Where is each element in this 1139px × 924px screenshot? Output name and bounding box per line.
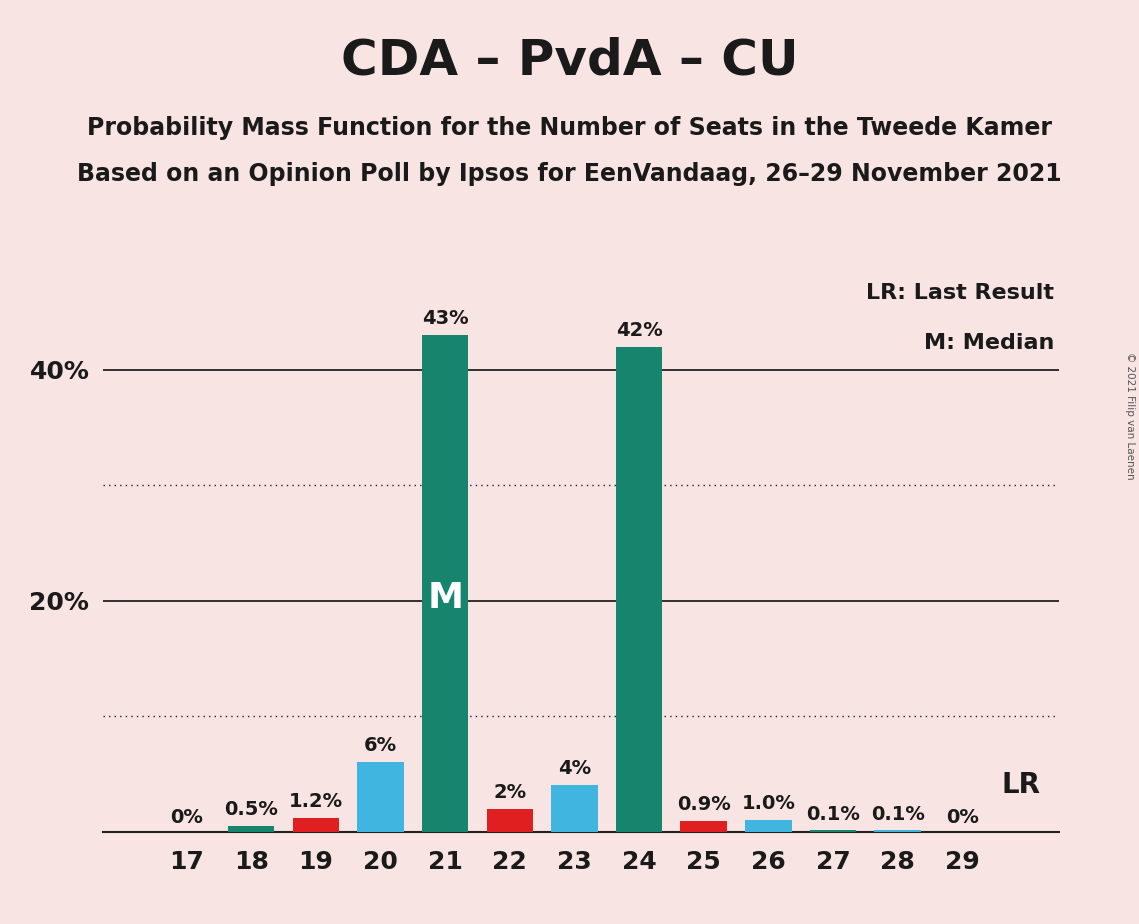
Bar	[680, 821, 727, 832]
Bar	[421, 335, 468, 832]
Text: 2%: 2%	[493, 783, 526, 801]
Text: M: M	[427, 581, 464, 615]
Text: LR: LR	[1001, 772, 1040, 799]
Bar	[293, 818, 339, 832]
Text: 0.9%: 0.9%	[677, 796, 730, 814]
Text: © 2021 Filip van Laenen: © 2021 Filip van Laenen	[1125, 352, 1134, 480]
Text: CDA – PvdA – CU: CDA – PvdA – CU	[341, 37, 798, 85]
Bar	[745, 821, 792, 832]
Bar	[228, 826, 274, 832]
Text: 1.0%: 1.0%	[741, 794, 795, 813]
Text: 0.1%: 0.1%	[870, 805, 925, 823]
Text: 4%: 4%	[558, 760, 591, 778]
Bar	[486, 808, 533, 832]
Text: LR: Last Result: LR: Last Result	[867, 283, 1055, 303]
Text: 0.5%: 0.5%	[224, 800, 278, 819]
Text: M: Median: M: Median	[924, 333, 1055, 353]
Text: 43%: 43%	[421, 309, 468, 328]
Text: Based on an Opinion Poll by Ipsos for EenVandaag, 26–29 November 2021: Based on an Opinion Poll by Ipsos for Ee…	[77, 162, 1062, 186]
Bar	[810, 831, 857, 832]
Text: 6%: 6%	[364, 736, 398, 756]
Text: 0%: 0%	[170, 808, 203, 827]
Text: 42%: 42%	[616, 321, 663, 340]
Bar	[875, 831, 921, 832]
Bar	[551, 785, 598, 832]
Text: 1.2%: 1.2%	[289, 792, 343, 811]
Bar	[616, 346, 663, 832]
Bar	[358, 762, 403, 832]
Text: 0%: 0%	[945, 808, 978, 827]
Text: 0.1%: 0.1%	[806, 805, 860, 823]
Text: Probability Mass Function for the Number of Seats in the Tweede Kamer: Probability Mass Function for the Number…	[87, 116, 1052, 140]
